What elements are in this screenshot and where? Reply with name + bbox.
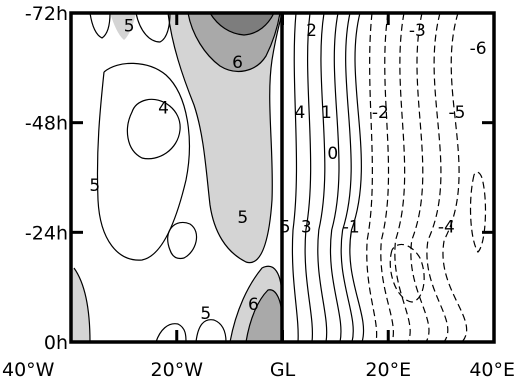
- contour-line-negative: [442, 13, 468, 342]
- contour-line-positive: [229, 265, 283, 342]
- contour-line-positive: [329, 13, 342, 342]
- contour-line-negative: [366, 13, 378, 342]
- contour-label: -5: [449, 103, 466, 123]
- y-tick-label: 0h: [44, 332, 68, 354]
- contour-line-positive: [167, 13, 283, 264]
- y-tick-label: -72h: [25, 3, 68, 25]
- shade-region: [210, 13, 274, 35]
- contour-line-positive: [187, 13, 281, 73]
- contour-label: 5: [237, 208, 248, 228]
- contour-line-positive: [73, 267, 91, 342]
- contour-line-positive: [89, 13, 111, 39]
- contour-line-positive: [155, 323, 187, 342]
- shade-region: [168, 13, 282, 263]
- contour-label: 6: [248, 295, 259, 315]
- tick-marks: [69, 11, 496, 344]
- contour-line-negative: [389, 243, 425, 303]
- contour-line-negative: [469, 171, 487, 253]
- contour-line-negative: [380, 13, 394, 342]
- contour-label: -4: [438, 217, 455, 237]
- shade-region: [246, 289, 282, 342]
- contour-line-negative: [426, 13, 449, 342]
- contour-line-positive: [195, 319, 227, 342]
- x-tick-label: GL: [270, 359, 296, 381]
- contour-label: 2: [306, 21, 317, 41]
- contour-line-positive: [317, 13, 328, 342]
- contour-label: 4: [295, 103, 306, 123]
- contour-label: 3: [301, 217, 312, 237]
- y-tick-label: -48h: [25, 113, 68, 135]
- x-tick-label: 40°W: [2, 359, 55, 381]
- shade-region: [110, 13, 136, 40]
- contour-label: 5: [280, 217, 291, 237]
- x-tick-label: 20°W: [151, 359, 204, 381]
- contour-label: 1: [321, 103, 332, 123]
- x-tick-label: 40°E: [469, 359, 515, 381]
- contour-label: -3: [409, 21, 426, 41]
- contour-line-positive: [340, 13, 354, 342]
- contour-label: -1: [343, 217, 360, 237]
- contour-line-positive: [126, 98, 181, 160]
- contour-lines: [73, 13, 487, 342]
- contour-line-positive: [96, 62, 190, 261]
- shaded-regions: [71, 13, 282, 342]
- y-tick-label: -24h: [25, 222, 68, 244]
- contour-label: 5: [124, 16, 135, 36]
- contour-label: 6: [232, 53, 243, 73]
- contour-line-positive: [304, 13, 314, 342]
- contour-label: 5: [200, 304, 211, 324]
- contour-line-negative: [394, 13, 411, 342]
- contour-line-positive: [291, 13, 299, 342]
- contour-line-positive: [349, 13, 365, 342]
- x-tick-label: 20°E: [365, 359, 411, 381]
- contour-label: 4: [158, 99, 169, 119]
- contour-line-negative: [410, 13, 430, 342]
- contour-label: -2: [372, 103, 389, 123]
- contour-label: 5: [89, 176, 100, 196]
- shade-region: [71, 268, 90, 342]
- contour-line-positive: [209, 13, 275, 36]
- axis-labels: 40°W 20°W GL 20°E 40°E -72h -48h -24h 0h: [2, 3, 515, 381]
- contour-label: 0: [327, 144, 338, 164]
- contour-line-positive: [167, 221, 198, 260]
- contour-label: -6: [470, 39, 487, 59]
